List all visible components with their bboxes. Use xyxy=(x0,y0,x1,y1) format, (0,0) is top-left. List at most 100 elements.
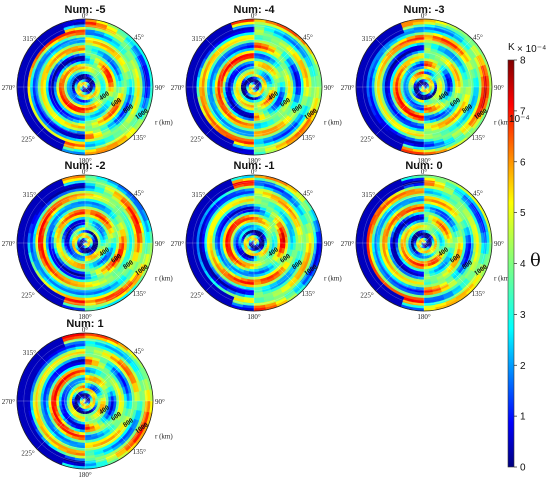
heatmap-cell xyxy=(85,76,87,80)
heatmap-cell xyxy=(93,133,103,139)
heatmap-cell xyxy=(92,107,99,112)
heatmap-cell xyxy=(235,106,241,113)
heatmap-cell xyxy=(256,86,260,88)
heatmap-cell xyxy=(62,57,70,63)
heatmap-cell xyxy=(258,84,263,87)
heatmap-cell xyxy=(248,57,255,62)
heatmap-cell xyxy=(35,103,42,114)
heatmap-cell xyxy=(266,118,274,125)
heatmap-cell xyxy=(274,48,284,56)
heatmap-cell xyxy=(109,41,120,50)
heatmap-cell xyxy=(61,19,75,26)
heatmap-cell xyxy=(40,93,46,103)
heatmap-cell xyxy=(103,134,114,142)
heatmap-cell xyxy=(103,87,107,91)
heatmap-cell xyxy=(54,45,64,53)
heatmap-cell xyxy=(241,118,249,124)
heatmap-cell xyxy=(202,59,209,70)
heatmap-cell xyxy=(256,99,260,103)
heatmap-cell xyxy=(101,40,111,47)
heatmap-cell xyxy=(78,120,85,124)
heatmap-cell xyxy=(254,23,266,28)
heatmap-cell xyxy=(118,100,125,109)
heatmap-cell xyxy=(267,96,273,101)
heatmap-cell xyxy=(299,104,306,115)
heatmap-cell xyxy=(98,61,104,68)
heatmap-cell xyxy=(86,91,90,95)
heatmap-cell xyxy=(76,86,80,89)
heatmap-cell xyxy=(75,135,85,140)
heatmap-cell xyxy=(277,102,284,110)
heatmap-cell xyxy=(253,110,259,114)
heatmap-cell xyxy=(82,85,85,87)
heatmap-cell xyxy=(103,62,110,69)
heatmap-cell xyxy=(253,97,257,101)
heatmap-cell xyxy=(131,69,137,79)
heatmap-cell xyxy=(248,90,252,95)
heatmap-cell xyxy=(206,86,211,96)
heatmap-cell xyxy=(199,67,205,78)
heatmap-cell xyxy=(84,130,94,135)
heatmap-cell xyxy=(96,70,102,76)
heatmap-cell xyxy=(126,94,132,104)
heatmap-cell xyxy=(32,34,44,45)
heatmap-cell xyxy=(277,82,281,88)
heatmap-cell xyxy=(94,68,99,74)
heatmap-cell xyxy=(62,74,67,80)
heatmap-cell xyxy=(223,136,235,144)
heatmap-cell xyxy=(27,76,31,87)
heatmap-cell xyxy=(295,94,301,104)
heatmap-cell xyxy=(137,55,145,67)
heatmap-cell xyxy=(66,89,71,94)
heatmap-cell xyxy=(211,44,221,54)
heatmap-cell xyxy=(214,130,226,140)
heatmap-cell xyxy=(82,91,85,96)
heatmap-cell xyxy=(256,91,260,95)
heatmap-cell xyxy=(251,73,255,77)
heatmap-cell xyxy=(61,54,69,61)
angle-label: 225° xyxy=(190,291,204,299)
heatmap-cell xyxy=(219,98,225,106)
heatmap-cell xyxy=(217,92,223,100)
heatmap-cell xyxy=(253,84,254,87)
heatmap-cell xyxy=(310,87,315,98)
heatmap-cell xyxy=(136,87,141,97)
heatmap-cell xyxy=(290,87,294,95)
heatmap-cell xyxy=(255,79,259,83)
heatmap-cell xyxy=(247,80,251,84)
heatmap-cell xyxy=(34,127,45,138)
heatmap-cell xyxy=(246,44,255,49)
heatmap-cell xyxy=(98,96,104,101)
heatmap-cell xyxy=(298,69,304,80)
heatmap-cell xyxy=(32,115,41,126)
heatmap-cell xyxy=(132,105,140,117)
heatmap-cell xyxy=(243,81,248,85)
heatmap-cell xyxy=(246,89,250,93)
heatmap-cell xyxy=(97,81,101,85)
heatmap-cell xyxy=(44,46,54,56)
heatmap-cell xyxy=(54,30,66,38)
heatmap-cell xyxy=(144,76,149,88)
heatmap-cell xyxy=(277,56,285,64)
heatmap-cell xyxy=(247,101,252,106)
heatmap-cell xyxy=(199,105,207,116)
heatmap-cell xyxy=(243,85,247,87)
heatmap-cell xyxy=(206,51,215,61)
heatmap-cell xyxy=(213,118,223,128)
heatmap-cell xyxy=(253,117,260,122)
polar-panel: Num: -50°45°90°135°180°225°270°315°40060… xyxy=(2,4,174,165)
heatmap-cell xyxy=(86,82,89,86)
heatmap-cell xyxy=(119,73,124,81)
heatmap-cell xyxy=(80,91,84,95)
heatmap-cell xyxy=(94,138,105,145)
heatmap-cell xyxy=(263,138,274,145)
heatmap-cell xyxy=(232,140,245,147)
heatmap-cell xyxy=(261,131,272,137)
heatmap-cell xyxy=(82,87,85,90)
heatmap-cell xyxy=(103,32,115,40)
heatmap-cell xyxy=(249,73,253,78)
heatmap-cell xyxy=(86,76,89,80)
heatmap-cell xyxy=(100,42,109,49)
heatmap-cell xyxy=(19,75,24,87)
heatmap-cell xyxy=(75,31,86,36)
